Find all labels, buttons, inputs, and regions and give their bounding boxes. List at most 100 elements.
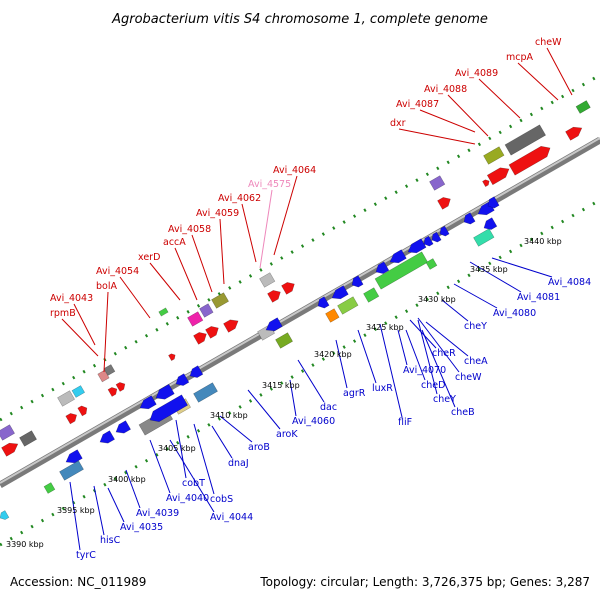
gene-glyph [325,308,340,323]
gene-label-top: Avi_4058 [168,224,211,235]
gene-label-bottom: cobS [210,494,233,505]
gene-glyph [97,369,110,383]
kbp-ticks: 3390 kbp 3395 kbp 3400 kbp 3405 kbp 3410 kbp… [6,237,562,549]
chromosome-backbone [0,136,600,489]
leader-line [273,175,298,256]
kbp-tick-label: 3425 kbp [366,323,404,332]
leader-line [379,323,403,418]
gene-glyph [77,405,88,417]
kbp-tick-label: 3415 kbp [262,381,300,390]
leader-line [73,303,96,346]
gene-glyph [575,100,591,114]
leader-line [61,318,99,357]
leader-line [398,128,476,145]
leader-line [219,415,253,443]
gene-label-top: Avi_4088 [424,84,467,95]
kbp-tick-label: 3395 kbp [57,506,95,515]
gene-glyph [59,460,84,481]
gene-label-bottom: Avi_4040 [166,493,209,504]
gene-glyph [175,373,190,386]
leader-line [211,425,233,459]
leader-line [149,262,181,301]
leader-line [297,359,325,403]
gene-label-bottom: Avi_4044 [210,512,253,523]
gene-glyph [275,332,293,349]
gene-label-bottom: cheY [464,321,487,332]
gene-glyph [205,326,219,339]
accession-text: Accession: NC_011989 [10,575,146,589]
leader-line [491,257,553,278]
leader-line [409,319,437,349]
leader-line [125,469,141,509]
gene-label-bottom: tyrC [76,550,96,561]
gene-glyph [139,395,157,410]
gene-glyph [193,382,218,403]
gene-glyph [155,383,175,400]
gene-label-top: accA [163,237,186,248]
gene-glyph [168,353,176,361]
gene-label-top: Avi_4059 [196,208,239,219]
gene-label-top: Avi_4087 [396,99,439,110]
gene-track [0,100,591,520]
gene-glyph [483,217,498,230]
leader-line [546,47,573,96]
gene-label-top: Avi_4062 [218,193,261,204]
kbp-tick-label: 3430 kbp [418,295,456,304]
gene-glyph [19,430,37,447]
leader-line [441,299,469,322]
gene-label-bottom: cheY [433,394,456,405]
gene-label-bottom: aroB [248,442,270,453]
gene-label-top: Avi_4089 [455,68,498,79]
gene-label-bottom: cheD [421,380,445,391]
leader-line [93,485,105,536]
gene-glyph [437,197,451,210]
gene-glyph [317,296,330,309]
gene-label-top: Avi_4043 [50,293,93,304]
gene-glyph [389,249,407,264]
gene-glyph [483,146,505,165]
gene-glyph [331,285,349,300]
gene-glyph [425,258,438,270]
gene-glyph [0,510,10,520]
kbp-tick-label: 3400 kbp [108,475,146,484]
gene-label-top: bolA [96,281,117,292]
leader-line [103,291,109,373]
gene-label-bottom: aroK [276,429,298,440]
gene-glyph [115,420,131,434]
leader-line [335,339,348,389]
gene-glyph [223,319,239,333]
gene-label-top: xerD [138,252,160,263]
gene-glyph [281,282,295,295]
leader-line [119,276,151,319]
gene-glyph [199,303,214,318]
gene-glyph [431,231,442,243]
gene-label-bottom: Avi_4084 [548,277,591,288]
leader-line [405,329,426,381]
label-leader-lines [61,47,573,551]
genome-summary-text: Topology: circular; Length: 3,726,375 bp… [259,575,590,589]
leader-line [174,247,198,301]
gene-label-bottom: fliF [398,417,412,428]
gene-label-bottom: Avi_4080 [493,308,536,319]
leader-line [289,379,297,417]
gene-label-bottom: cheR [432,348,456,359]
gene-label-bottom: Avi_4035 [120,522,163,533]
gene-glyph [423,235,434,247]
kbp-tick-label: 3410 kbp [210,411,248,420]
gene-glyph [565,126,583,141]
gene-glyph [259,272,276,288]
leader-line [447,94,489,137]
leader-line [149,439,171,494]
inner-dotted-track [0,198,600,547]
gene-glyph [43,482,56,494]
gene-label-bottom: cheA [464,356,488,367]
gene-glyph [439,225,450,237]
gene-glyph [211,292,229,309]
map-title: Agrobacterium vitis S4 chromosome 1, com… [111,12,488,27]
gene-label-bottom: Avi_4070 [403,365,446,376]
gene-glyph [363,287,380,303]
leader-line [357,329,377,384]
gene-glyph [149,394,188,422]
leader-line [193,423,215,495]
